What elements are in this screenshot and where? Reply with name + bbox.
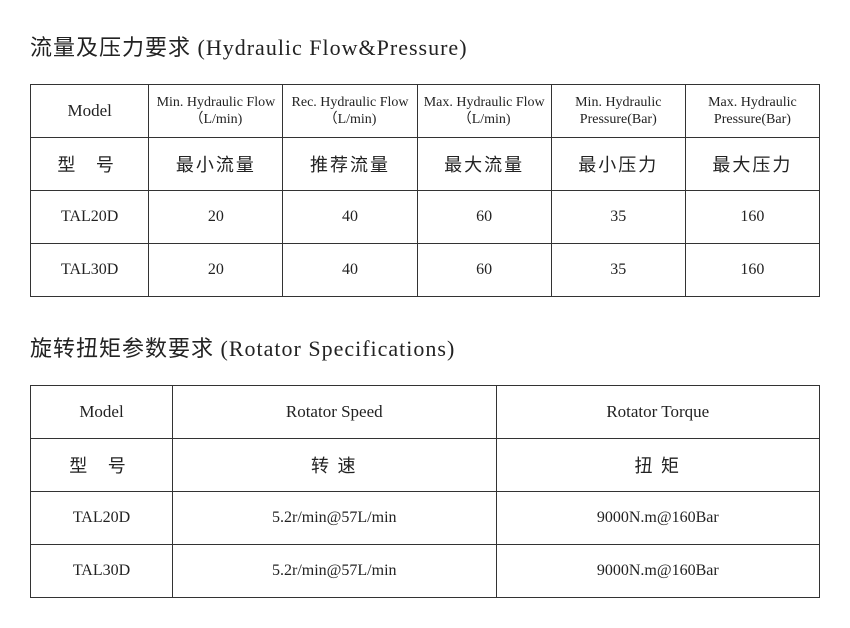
cell-value: 60	[417, 244, 551, 297]
table-row: 型 号 转 速 扭 矩	[31, 439, 820, 492]
col-header-cn: 型 号	[31, 439, 173, 492]
section1-title: 流量及压力要求 (Hydraulic Flow&Pressure)	[30, 30, 820, 62]
cell-value: 40	[283, 244, 417, 297]
section1-title-cn: 流量及压力要求	[30, 35, 191, 60]
section2-title: 旋转扭矩参数要求 (Rotator Specifications)	[30, 331, 820, 363]
cell-model: TAL20D	[31, 492, 173, 545]
col-header-cn: 最小压力	[551, 138, 685, 191]
col-header-cn: 推荐流量	[283, 138, 417, 191]
table-row: TAL20D 5.2r/min@57L/min 9000N.m@160Bar	[31, 492, 820, 545]
col-header-en: Min. Hydraulic Flow（L/min)	[149, 85, 283, 138]
cell-value: 160	[685, 191, 819, 244]
section2-title-en: (Rotator Specifications)	[221, 336, 456, 361]
col-header-en: Max. Hydraulic Pressure(Bar)	[685, 85, 819, 138]
col-header-cn: 最小流量	[149, 138, 283, 191]
col-header-cn: 最大流量	[417, 138, 551, 191]
col-header-en: Max. Hydraulic Flow（L/min)	[417, 85, 551, 138]
rotator-spec-table: Model Rotator Speed Rotator Torque 型 号 转…	[30, 385, 820, 598]
col-header-en: Rotator Torque	[496, 386, 820, 439]
cell-value: 20	[149, 244, 283, 297]
cell-value: 60	[417, 191, 551, 244]
hydraulic-flow-pressure-table: Model Min. Hydraulic Flow（L/min) Rec. Hy…	[30, 84, 820, 297]
col-header-en: Model	[31, 85, 149, 138]
table-row: TAL30D 20 40 60 35 160	[31, 244, 820, 297]
col-header-en: Rotator Speed	[173, 386, 496, 439]
cell-value: 9000N.m@160Bar	[496, 492, 820, 545]
col-header-cn: 转 速	[173, 439, 496, 492]
cell-value: 5.2r/min@57L/min	[173, 545, 496, 598]
cell-value: 40	[283, 191, 417, 244]
col-header-cn: 扭 矩	[496, 439, 820, 492]
col-header-cn: 最大压力	[685, 138, 819, 191]
section1-title-en: (Hydraulic Flow&Pressure)	[198, 35, 468, 60]
table-row: Model Min. Hydraulic Flow（L/min) Rec. Hy…	[31, 85, 820, 138]
section2-title-cn: 旋转扭矩参数要求	[30, 336, 214, 361]
table-row: 型 号 最小流量 推荐流量 最大流量 最小压力 最大压力	[31, 138, 820, 191]
cell-model: TAL20D	[31, 191, 149, 244]
table-row: Model Rotator Speed Rotator Torque	[31, 386, 820, 439]
cell-value: 35	[551, 244, 685, 297]
col-header-en: Model	[31, 386, 173, 439]
cell-model: TAL30D	[31, 244, 149, 297]
table-row: TAL30D 5.2r/min@57L/min 9000N.m@160Bar	[31, 545, 820, 598]
col-header-cn: 型 号	[31, 138, 149, 191]
cell-value: 5.2r/min@57L/min	[173, 492, 496, 545]
table-row: TAL20D 20 40 60 35 160	[31, 191, 820, 244]
col-header-en: Rec. Hydraulic Flow（L/min)	[283, 85, 417, 138]
col-header-en: Min. Hydraulic Pressure(Bar)	[551, 85, 685, 138]
cell-model: TAL30D	[31, 545, 173, 598]
cell-value: 160	[685, 244, 819, 297]
cell-value: 20	[149, 191, 283, 244]
cell-value: 9000N.m@160Bar	[496, 545, 820, 598]
cell-value: 35	[551, 191, 685, 244]
